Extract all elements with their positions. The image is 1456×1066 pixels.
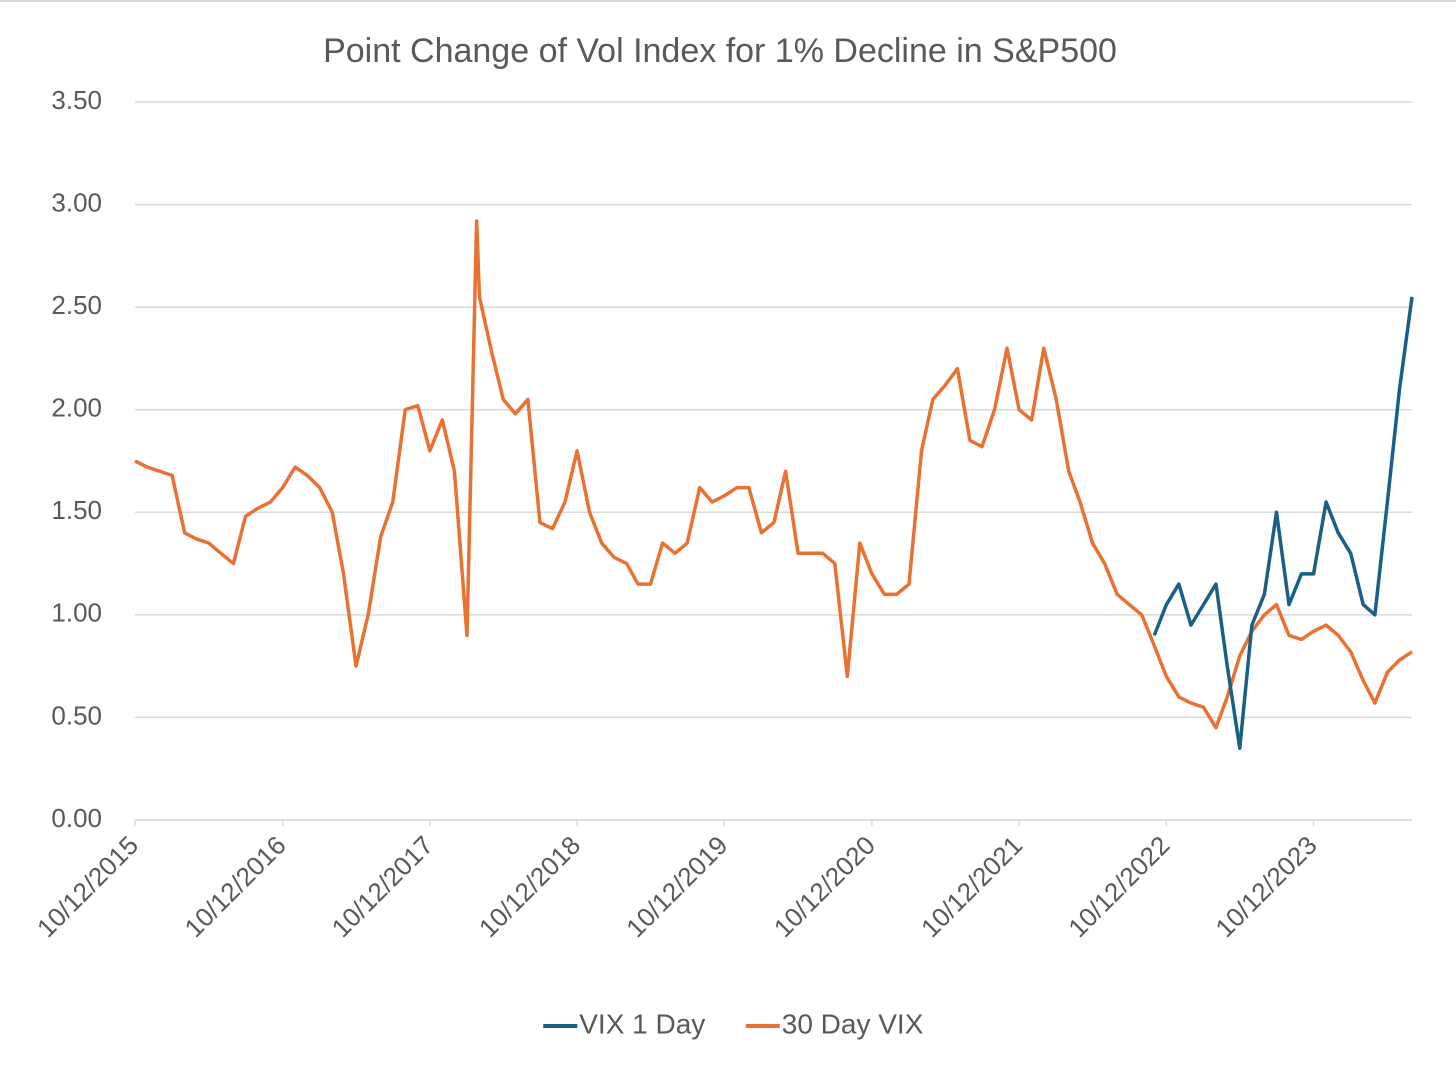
line-series xyxy=(134,219,1413,730)
y-tick-label: 0.50 xyxy=(51,700,102,730)
y-tick-label: 1.00 xyxy=(51,598,102,628)
chart-title: Point Change of Vol Index for 1% Decline… xyxy=(323,32,1117,70)
y-tick-label: 3.00 xyxy=(51,187,102,217)
x-tick-label: 10/12/2023 xyxy=(1209,830,1322,943)
x-tick-label: 10/12/2021 xyxy=(915,830,1028,943)
legend-label: VIX 1 Day xyxy=(579,1008,705,1039)
x-tick-label: 10/12/2020 xyxy=(768,830,881,943)
legend-label: 30 Day VIX xyxy=(782,1008,924,1039)
y-tick-label: 3.50 xyxy=(51,85,102,115)
x-tick-label: 10/12/2016 xyxy=(178,830,291,943)
x-tick-label: 10/12/2022 xyxy=(1062,830,1175,943)
x-tick-label: 10/12/2015 xyxy=(31,830,144,943)
x-tick-label: 10/12/2019 xyxy=(620,830,733,943)
y-tick-label: 2.00 xyxy=(51,393,102,423)
line-series xyxy=(1152,296,1414,750)
x-tick-label: 10/12/2018 xyxy=(473,830,586,943)
y-tick-label: 0.00 xyxy=(51,803,102,833)
x-tick-label: 10/12/2017 xyxy=(326,830,439,943)
y-tick-label: 1.50 xyxy=(51,495,102,525)
y-tick-label: 2.50 xyxy=(51,290,102,320)
legend: VIX 1 Day 30 Day VIX xyxy=(543,1008,924,1039)
